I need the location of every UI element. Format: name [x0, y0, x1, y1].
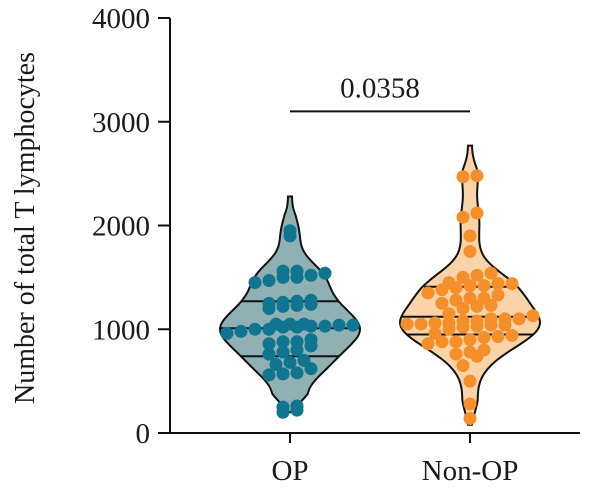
p-value-label: 0.0358 — [340, 72, 420, 104]
data-point — [304, 293, 318, 307]
significance-annotation: 0.0358 — [290, 72, 470, 113]
data-point — [463, 374, 477, 388]
data-point — [484, 312, 498, 326]
data-point — [304, 333, 318, 347]
data-point — [290, 264, 304, 278]
data-point — [498, 312, 512, 326]
y-tick-label: 4000 — [92, 3, 150, 35]
data-point — [276, 367, 290, 381]
data-point — [463, 411, 477, 425]
data-point — [290, 335, 304, 349]
y-tick-label: 0 — [136, 418, 151, 450]
data-point — [262, 296, 276, 310]
data-point — [290, 294, 304, 308]
data-points — [220, 169, 540, 425]
y-tick-label: 2000 — [92, 211, 150, 243]
axes: 0 1000 2000 3000 4000 OP Non-OP — [92, 3, 580, 487]
data-point — [290, 399, 304, 413]
data-point — [505, 277, 519, 291]
data-point — [421, 286, 435, 300]
data-point — [477, 279, 491, 293]
data-point — [262, 273, 276, 287]
data-point — [463, 397, 477, 411]
data-point — [463, 333, 477, 347]
data-point — [442, 316, 456, 330]
data-point — [456, 359, 470, 373]
data-point — [332, 318, 346, 332]
violin-op — [218, 195, 362, 414]
data-point — [449, 335, 463, 349]
data-point — [290, 366, 304, 380]
data-point — [456, 270, 470, 284]
data-point — [269, 317, 283, 331]
data-point — [414, 317, 428, 331]
data-point — [512, 312, 526, 326]
data-point — [463, 244, 477, 258]
data-point — [463, 345, 477, 359]
data-point — [449, 347, 463, 361]
data-point — [491, 330, 505, 344]
data-point — [346, 318, 360, 332]
x-tick-label: OP — [271, 455, 308, 487]
data-point — [456, 170, 470, 184]
data-point — [276, 400, 290, 414]
data-point — [456, 210, 470, 224]
data-point — [477, 331, 491, 345]
y-tick-label: 1000 — [92, 314, 150, 346]
data-point — [421, 337, 435, 351]
data-point — [477, 343, 491, 357]
data-point — [248, 322, 262, 336]
data-point — [428, 326, 442, 340]
data-point — [262, 347, 276, 361]
data-point — [505, 328, 519, 342]
data-point — [526, 309, 540, 323]
data-point — [491, 277, 505, 291]
data-point — [318, 266, 332, 280]
data-point — [276, 335, 290, 349]
data-point — [470, 169, 484, 183]
data-point — [262, 368, 276, 382]
data-point — [442, 276, 456, 290]
data-point — [470, 314, 484, 328]
data-point — [491, 288, 505, 302]
data-point — [463, 229, 477, 243]
data-point — [220, 326, 234, 340]
data-point — [297, 353, 311, 367]
y-axis-label: Number of total T lymphocytes — [10, 52, 41, 404]
data-point — [283, 224, 297, 238]
data-point — [318, 319, 332, 333]
data-point — [262, 337, 276, 351]
x-tick-label: Non-OP — [422, 455, 519, 487]
data-point — [470, 268, 484, 282]
data-point — [269, 358, 283, 372]
data-point — [477, 291, 491, 305]
data-point — [456, 314, 470, 328]
data-point — [449, 293, 463, 307]
data-point — [234, 324, 248, 338]
data-point — [276, 264, 290, 278]
data-point — [435, 296, 449, 310]
data-point — [276, 345, 290, 359]
y-tick-label: 3000 — [92, 107, 150, 139]
data-point — [248, 276, 262, 290]
data-point — [484, 266, 498, 280]
data-point — [283, 317, 297, 331]
data-point — [442, 307, 456, 321]
data-point — [400, 317, 414, 331]
data-point — [283, 355, 297, 369]
data-point — [304, 268, 318, 282]
data-point — [428, 316, 442, 330]
data-point — [297, 317, 311, 331]
data-point — [470, 206, 484, 220]
data-point — [463, 291, 477, 305]
data-point — [276, 295, 290, 309]
